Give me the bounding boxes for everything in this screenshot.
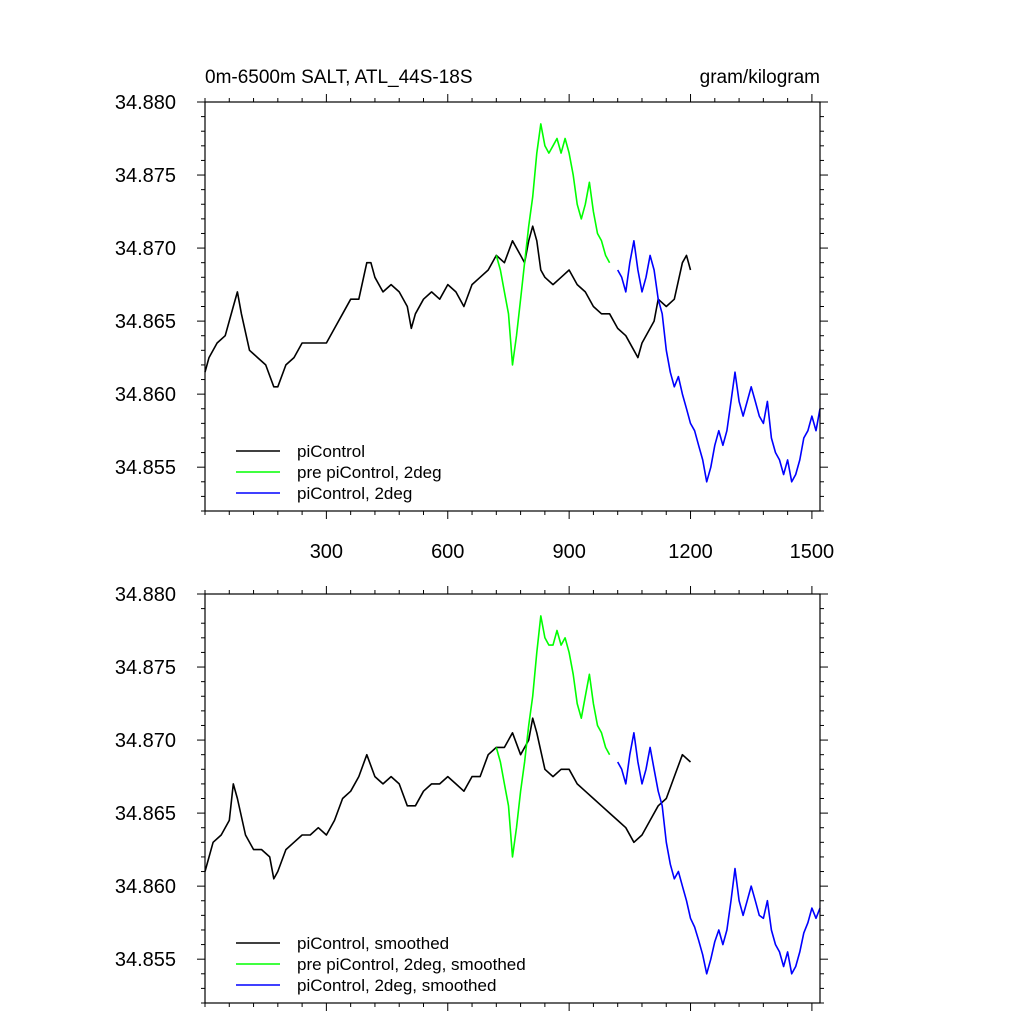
y-tick-label: 34.855: [115, 949, 176, 971]
legend-label-2: piControl, 2deg: [297, 484, 412, 503]
legend-label-0: piControl, smoothed: [297, 934, 449, 953]
x-tick-label: 1200: [668, 541, 713, 563]
bottom-plot-frame: [204, 593, 821, 1004]
bottom-ticks: [197, 586, 828, 1011]
top-series: [204, 123, 821, 483]
y-tick-label: 34.870: [115, 730, 176, 752]
series-line-2: [616, 240, 821, 483]
y-tick-label: 34.880: [115, 92, 176, 114]
bottom-series: [204, 615, 821, 975]
legend-label-1: pre piControl, 2deg, smoothed: [297, 955, 526, 974]
legend-label-2: piControl, 2deg, smoothed: [297, 976, 496, 995]
top-x-tick-labels: 300 600 900 1200 1500: [310, 541, 834, 563]
y-tick-label: 34.860: [115, 876, 176, 898]
x-tick-label: 900: [552, 541, 585, 563]
series-line-1: [495, 615, 611, 858]
bottom-y-tick-labels: 34.855 34.860 34.865 34.870 34.875 34.880: [115, 584, 176, 971]
panel-bottom: 34.855 34.860 34.865 34.870 34.875 34.880 piC…: [115, 584, 828, 1011]
series-line-2: [616, 731, 821, 975]
top-ticks: [197, 94, 828, 519]
chart-title: 0m-6500m SALT, ATL_44S-18S: [205, 67, 473, 88]
top-legend: piControl pre piControl, 2deg piControl, 2…: [236, 442, 442, 503]
bottom-legend: piControl, smoothed pre piControl, 2deg, …: [236, 934, 526, 995]
x-tick-label: 1500: [790, 541, 835, 563]
series-line-1: [495, 123, 611, 366]
y-tick-label: 34.865: [115, 311, 176, 333]
units-label: gram/kilogram: [700, 67, 820, 88]
y-tick-label: 34.880: [115, 584, 176, 606]
top-y-tick-labels: 34.855 34.860 34.865 34.870 34.875 34.880: [115, 92, 176, 479]
top-plot-frame: [204, 101, 821, 512]
series-line-0: [204, 225, 692, 388]
series-line-0: [204, 717, 692, 880]
y-tick-label: 34.855: [115, 457, 176, 479]
legend-label-1: pre piControl, 2deg: [297, 463, 442, 482]
y-tick-label: 34.860: [115, 384, 176, 406]
y-tick-label: 34.875: [115, 165, 176, 187]
legend-label-0: piControl: [297, 442, 365, 461]
y-tick-label: 34.875: [115, 657, 176, 679]
y-tick-label: 34.870: [115, 238, 176, 260]
y-tick-label: 34.865: [115, 803, 176, 825]
panel-top: 0m-6500m SALT, ATL_44S-18S gram/kilogram…: [115, 67, 834, 563]
x-tick-label: 300: [310, 541, 343, 563]
x-tick-label: 600: [431, 541, 464, 563]
